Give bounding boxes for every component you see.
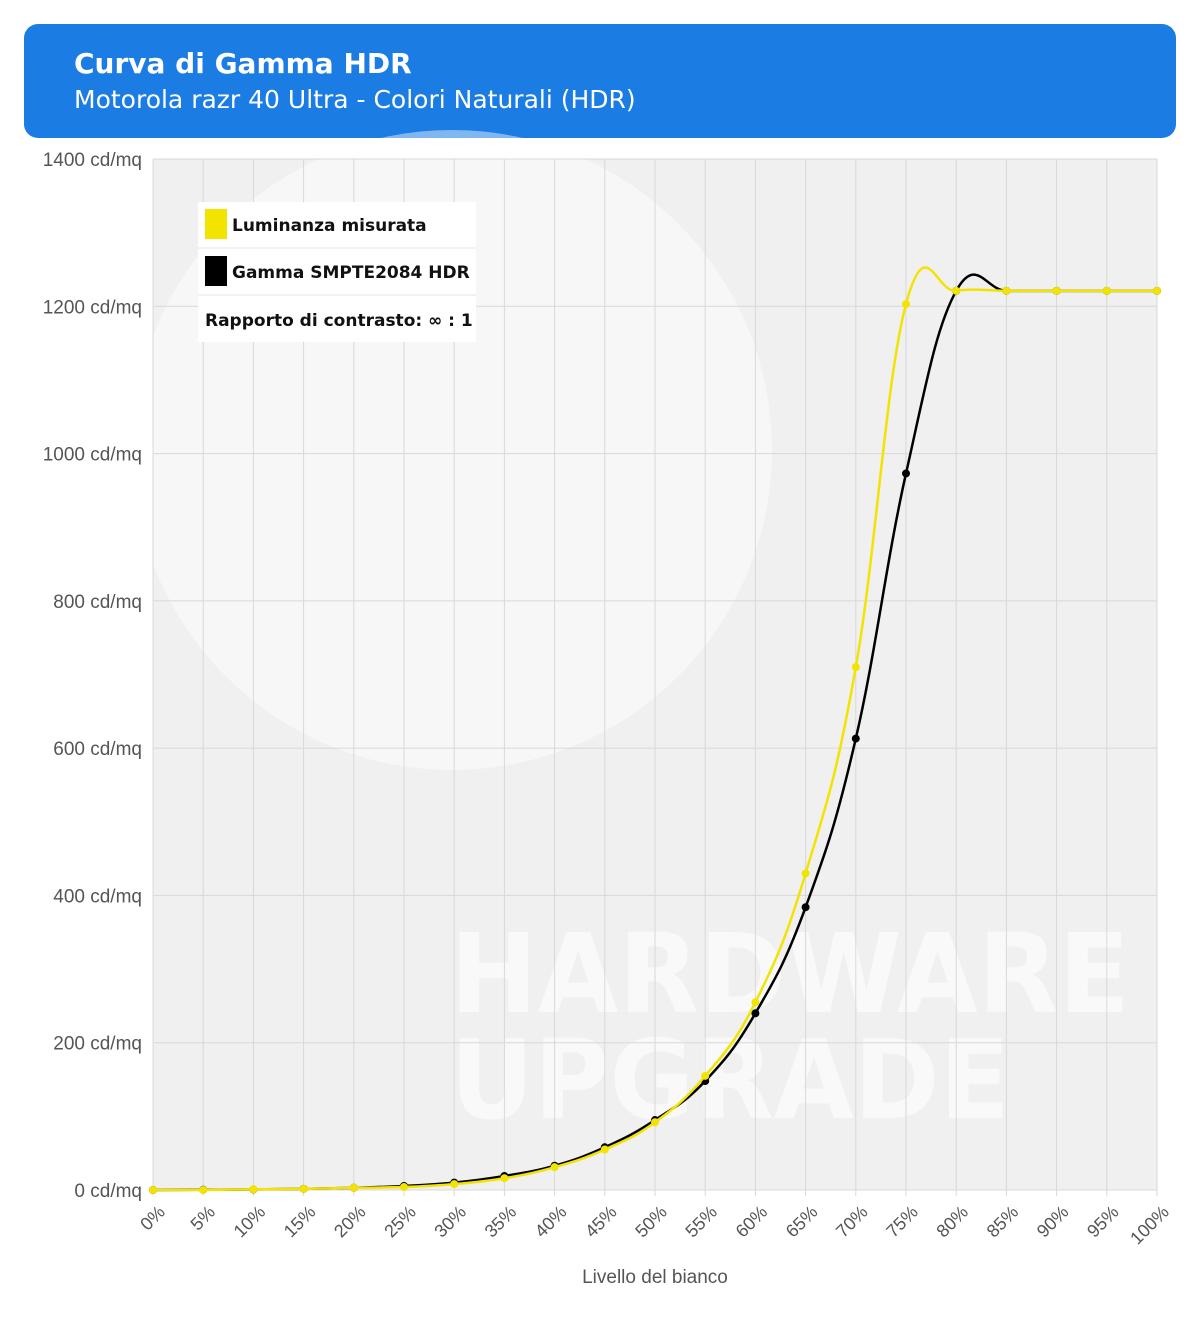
chart-header: Curva di Gamma HDR Motorola razr 40 Ultr… xyxy=(24,24,1176,138)
x-tick-label: 40% xyxy=(531,1202,571,1242)
data-point-measured xyxy=(450,1180,459,1189)
y-axis: 0 cd/mq 200 cd/mq 400 cd/mq 600 cd/mq 800 cd… xyxy=(43,150,142,1202)
data-point-measured xyxy=(1153,286,1161,295)
x-tick-label: 95% xyxy=(1083,1202,1123,1242)
x-tick-label: 25% xyxy=(380,1202,420,1242)
legend-label-measured: Luminanza misurata xyxy=(232,216,427,236)
data-point-measured xyxy=(1002,286,1011,295)
x-axis: 0% 5% 10% 15% 20% 25% 30% 35% 40% 45% 50% 55% 60% 65%… xyxy=(136,1202,1173,1249)
data-point-measured xyxy=(751,998,760,1007)
legend: Luminanza misurata Gamma SMPTE2084 HDR R… xyxy=(198,202,476,342)
data-point-measured xyxy=(1102,286,1111,295)
x-tick-label: 100% xyxy=(1126,1202,1173,1249)
x-tick-label: 65% xyxy=(782,1202,822,1242)
data-point-measured xyxy=(249,1185,258,1194)
data-point-measured xyxy=(400,1183,408,1192)
legend-label-reference: Gamma SMPTE2084 HDR xyxy=(232,263,470,283)
y-tick-label: 1000 cd/mq xyxy=(43,445,142,466)
data-point-measured xyxy=(701,1071,710,1080)
data-point-measured xyxy=(299,1184,308,1193)
x-tick-label: 30% xyxy=(430,1202,470,1242)
data-point-measured xyxy=(500,1174,509,1183)
data-point-measured xyxy=(550,1163,559,1172)
contrast-ratio: Rapporto di contrasto: ∞ : 1 xyxy=(205,311,473,331)
y-tick-label: 1400 cd/mq xyxy=(43,150,142,171)
x-tick-label: 85% xyxy=(983,1202,1023,1242)
watermark-line-1: HARDWARE xyxy=(450,910,1130,1038)
legend-swatch-measured xyxy=(205,209,227,239)
x-tick-label: 70% xyxy=(832,1202,872,1242)
y-tick-label: 800 cd/mq xyxy=(53,592,142,613)
x-tick-label: 0% xyxy=(136,1202,169,1235)
data-point-reference xyxy=(801,903,810,912)
legend-box xyxy=(198,202,476,342)
x-tick-label: 10% xyxy=(230,1202,270,1242)
x-tick-label: 35% xyxy=(481,1202,521,1242)
watermark: HARDWARE UPGRADE xyxy=(450,910,1130,1144)
data-point-measured xyxy=(952,286,961,295)
chart-title: Curva di Gamma HDR xyxy=(74,47,412,80)
data-point-measured xyxy=(149,1186,157,1194)
legend-swatch-reference xyxy=(205,256,227,286)
x-tick-label: 75% xyxy=(882,1202,922,1242)
x-tick-label: 5% xyxy=(187,1202,220,1235)
series-layer xyxy=(149,266,1161,1194)
x-tick-label: 45% xyxy=(581,1202,621,1242)
y-tick-label: 600 cd/mq xyxy=(53,739,142,760)
data-point-reference xyxy=(902,469,910,478)
x-tick-label: 80% xyxy=(932,1202,972,1242)
y-tick-label: 0 cd/mq xyxy=(74,1181,142,1202)
y-tick-label: 200 cd/mq xyxy=(53,1034,142,1055)
data-point-measured xyxy=(600,1145,609,1154)
x-tick-label: 60% xyxy=(732,1202,772,1242)
data-point-reference xyxy=(851,734,860,743)
y-tick-label: 400 cd/mq xyxy=(53,886,142,907)
data-point-measured xyxy=(651,1118,659,1127)
y-tick-label: 1200 cd/mq xyxy=(43,297,142,318)
x-tick-label: 55% xyxy=(681,1202,721,1242)
data-point-measured xyxy=(199,1186,208,1194)
data-point-measured xyxy=(349,1183,358,1192)
data-point-measured xyxy=(1052,286,1061,295)
data-point-measured xyxy=(902,300,910,309)
data-point-reference xyxy=(751,1009,760,1018)
chart-subtitle: Motorola razr 40 Ultra - Colori Naturali… xyxy=(74,85,636,114)
x-tick-label: 15% xyxy=(280,1202,320,1242)
x-tick-label: 20% xyxy=(330,1202,370,1242)
data-point-measured xyxy=(801,869,810,878)
data-point-measured xyxy=(851,663,860,672)
x-tick-label: 90% xyxy=(1033,1202,1073,1242)
x-tick-label: 50% xyxy=(631,1202,671,1242)
watermark-line-2: UPGRADE xyxy=(450,1016,1010,1144)
x-axis-label: Livello del bianco xyxy=(582,1267,728,1288)
